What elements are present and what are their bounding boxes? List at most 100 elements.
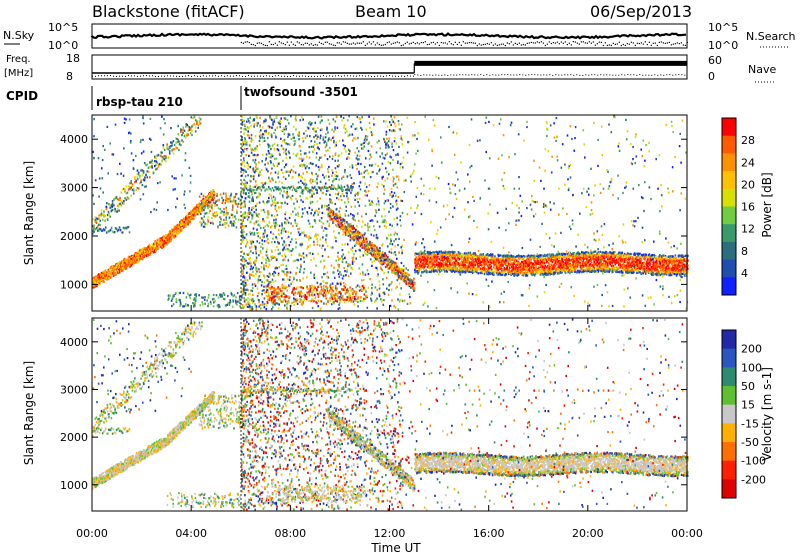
scatter-cell — [251, 306, 253, 309]
scatter-cell — [175, 146, 177, 149]
scatter-cell — [362, 271, 364, 274]
scatter-cell — [206, 299, 208, 302]
scatter-cell — [126, 196, 129, 199]
scatter-cell — [295, 197, 297, 200]
scatter-cell — [322, 187, 325, 190]
scatter-cell — [379, 266, 382, 269]
scatter-cell — [295, 115, 297, 118]
scatter-cell — [208, 294, 210, 297]
scatter-cell — [383, 224, 386, 227]
scatter-cell — [216, 192, 218, 195]
noise-panel: N.Sky 10^5 10^0 10^5 10^0 N.Search — [3, 21, 796, 52]
scatter-cell — [161, 242, 164, 245]
scatter-cell — [155, 168, 157, 171]
scatter-cell — [322, 236, 324, 239]
scatter-cell — [309, 195, 311, 198]
scatter-cell — [287, 195, 290, 198]
scatter-cell — [202, 219, 205, 222]
scatter-cell — [260, 129, 262, 132]
scatter-cell — [260, 209, 263, 212]
scatter-cell — [395, 262, 397, 265]
noise-search-dot — [570, 44, 572, 46]
scatter-cell — [194, 301, 196, 305]
scatter-cell — [246, 149, 248, 152]
nave-dot — [383, 75, 384, 77]
scatter-cell — [115, 196, 118, 199]
scatter-cell — [340, 199, 343, 202]
scatter-cell — [378, 139, 380, 142]
scatter-cell — [283, 258, 286, 261]
scatter-cell — [171, 144, 173, 147]
scatter-cell — [239, 295, 241, 298]
scatter-cell — [260, 266, 263, 269]
noise-search-dot — [516, 43, 518, 45]
scatter-cell — [410, 286, 412, 289]
scatter-cell — [274, 279, 277, 283]
nave-dot — [576, 74, 578, 76]
scatter-cell — [333, 230, 335, 233]
scatter-cell — [396, 223, 399, 226]
scatter-cell — [341, 277, 344, 280]
scatter-cell — [369, 278, 371, 281]
scatter-cell — [343, 124, 346, 127]
scatter-cell — [355, 228, 357, 232]
scatter-cell — [252, 270, 254, 273]
scatter-cell — [364, 237, 366, 240]
scatter-cell — [207, 296, 210, 299]
scatter-cell — [378, 280, 380, 283]
scatter-cell — [322, 173, 324, 177]
scatter-cell — [135, 251, 137, 255]
scatter-cell — [390, 282, 393, 285]
nave-dot — [365, 75, 366, 77]
scatter-cell — [202, 194, 205, 197]
scatter-cell — [327, 149, 329, 152]
scatter-cell — [245, 288, 247, 291]
scatter-cell — [319, 244, 321, 247]
noise-search-dot — [612, 42, 614, 44]
scatter-cell — [338, 307, 341, 310]
scatter-cell — [365, 212, 367, 216]
scatter-cell — [162, 146, 165, 149]
scatter-cell — [378, 225, 381, 228]
scatter-cell — [256, 287, 259, 290]
scatter-cell — [349, 166, 351, 169]
scatter-cell — [280, 117, 282, 120]
nave-dot — [543, 74, 545, 76]
nave-dot — [134, 75, 135, 77]
scatter-cell — [320, 127, 323, 130]
scatter-cell — [229, 299, 231, 302]
scatter-cell — [105, 272, 107, 275]
scatter-cell — [149, 165, 151, 169]
scatter-cell — [558, 187, 560, 190]
noise-search-dot — [378, 43, 380, 46]
scatter-cell — [323, 302, 325, 305]
scatter-cell — [141, 169, 144, 172]
scatter-cell — [286, 188, 289, 191]
noise-search-dot — [592, 41, 594, 43]
scatter-cell — [286, 219, 289, 222]
scatter-cell — [375, 151, 378, 154]
scatter-cell — [185, 217, 187, 220]
scatter-cell — [252, 298, 254, 301]
scatter-cell — [317, 252, 319, 256]
scatter-cell — [211, 192, 214, 195]
scatter-cell — [262, 226, 265, 229]
scatter-cell — [268, 196, 270, 200]
noise-search-dot — [456, 43, 458, 45]
scatter-cell — [244, 211, 247, 214]
scatter-cell — [353, 137, 355, 140]
scatter-cell — [258, 301, 260, 304]
scatter-cell — [255, 121, 258, 124]
scatter-cell — [370, 164, 373, 167]
noise-search-dot — [306, 42, 308, 44]
scatter-cell — [257, 235, 259, 238]
scatter-cell — [403, 277, 405, 280]
scatter-cell — [283, 151, 285, 154]
scatter-cell — [263, 264, 265, 267]
cpid-label: CPID — [6, 89, 38, 103]
scatter-cell — [288, 300, 290, 303]
scatter-cell — [321, 119, 323, 122]
scatter-cell — [127, 225, 130, 229]
nave-dot — [537, 74, 539, 76]
scatter-cell — [189, 131, 192, 135]
